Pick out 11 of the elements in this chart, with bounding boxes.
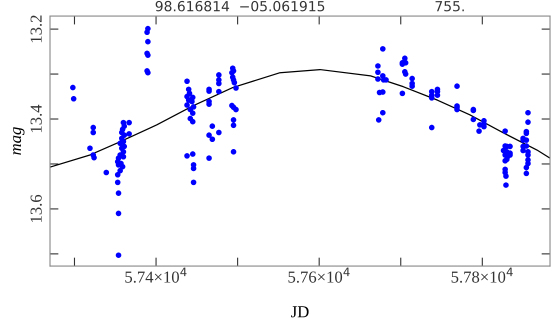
x-tick-label: 5.78×10$^{4}$: [452, 268, 513, 283]
x-axis-title: JD: [291, 306, 309, 318]
line-series: [50, 68, 550, 168]
y-axis-title: mag: [13, 127, 24, 155]
y-tick-label: 13.6: [30, 194, 42, 222]
x-tick-label: 5.76×10$^{4}$: [288, 268, 350, 283]
x-tick-label: 5.74×10$^{4}$: [125, 268, 187, 283]
y-tick-label: 13.2: [30, 15, 42, 42]
y-tick-label: 13.4: [30, 104, 42, 132]
text: 98.616814 −05.061915: [156, 0, 324, 12]
text: 755.: [436, 1, 464, 12]
